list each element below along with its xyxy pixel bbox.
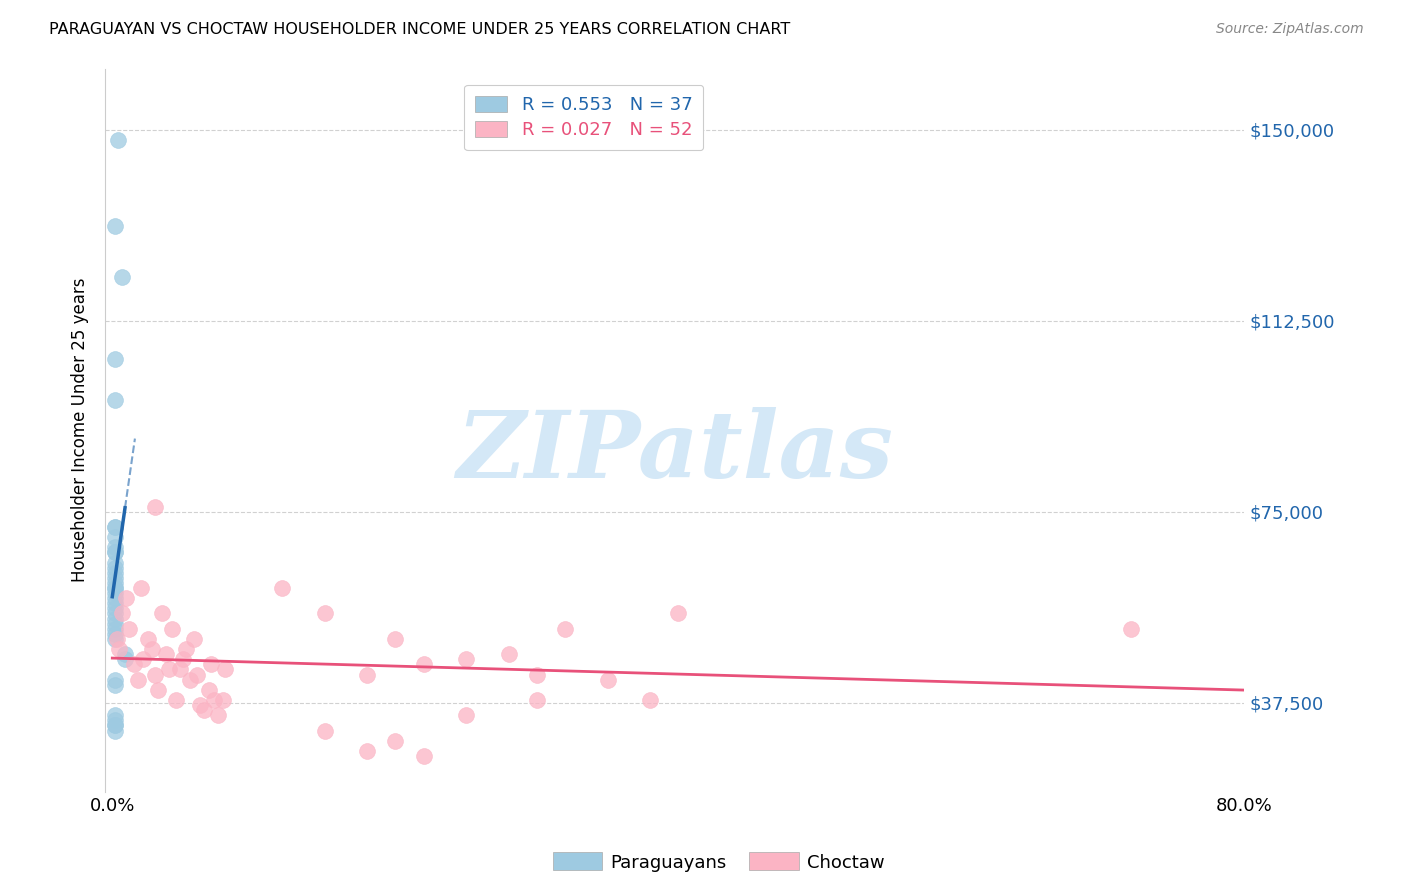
- Point: [146, 682, 169, 697]
- Point: [104, 556, 127, 570]
- Point: [197, 682, 219, 697]
- Point: [104, 673, 127, 687]
- Point: [193, 703, 215, 717]
- Point: [596, 673, 619, 687]
- Point: [498, 647, 520, 661]
- Point: [114, 647, 136, 661]
- Point: [129, 581, 152, 595]
- Point: [127, 673, 149, 687]
- Point: [384, 632, 406, 646]
- Point: [104, 351, 127, 366]
- Point: [207, 708, 229, 723]
- Point: [104, 219, 127, 234]
- Point: [211, 693, 233, 707]
- Point: [356, 667, 378, 681]
- Point: [107, 133, 129, 147]
- Point: [157, 663, 180, 677]
- Point: [104, 541, 127, 555]
- Point: [104, 566, 127, 580]
- Point: [454, 708, 477, 723]
- Point: [104, 581, 127, 595]
- Point: [104, 520, 127, 534]
- Point: [169, 663, 191, 677]
- Point: [104, 571, 127, 585]
- Point: [526, 667, 548, 681]
- Point: [104, 575, 127, 590]
- Point: [104, 545, 127, 559]
- Point: [104, 622, 127, 636]
- Point: [122, 657, 145, 672]
- Point: [165, 693, 187, 707]
- Point: [104, 586, 127, 600]
- Point: [412, 749, 434, 764]
- Point: [384, 733, 406, 747]
- Point: [108, 642, 131, 657]
- Point: [188, 698, 211, 712]
- Point: [271, 581, 294, 595]
- Point: [132, 652, 155, 666]
- Point: [554, 622, 576, 636]
- Point: [104, 714, 127, 728]
- Point: [186, 667, 208, 681]
- Point: [104, 601, 127, 615]
- Point: [202, 693, 225, 707]
- Point: [183, 632, 205, 646]
- Point: [412, 657, 434, 672]
- Point: [118, 622, 141, 636]
- Point: [104, 723, 127, 738]
- Point: [104, 611, 127, 625]
- Text: Paraguayans: Paraguayans: [610, 854, 727, 871]
- Point: [104, 708, 127, 723]
- Point: [666, 607, 689, 621]
- Point: [115, 591, 138, 606]
- Point: [356, 744, 378, 758]
- Point: [1121, 622, 1143, 636]
- Point: [111, 607, 134, 621]
- Legend: R = 0.553   N = 37, R = 0.027   N = 52: R = 0.553 N = 37, R = 0.027 N = 52: [464, 85, 703, 150]
- Point: [150, 607, 173, 621]
- Point: [104, 632, 127, 646]
- Point: [214, 663, 236, 677]
- Point: [172, 652, 194, 666]
- Point: [104, 520, 127, 534]
- Point: [314, 607, 336, 621]
- Text: ZIPatlas: ZIPatlas: [457, 407, 893, 497]
- Point: [160, 622, 183, 636]
- Point: [104, 678, 127, 692]
- Point: [104, 591, 127, 606]
- Point: [155, 647, 177, 661]
- Point: [104, 596, 127, 610]
- Point: [104, 530, 127, 544]
- Text: PARAGUAYAN VS CHOCTAW HOUSEHOLDER INCOME UNDER 25 YEARS CORRELATION CHART: PARAGUAYAN VS CHOCTAW HOUSEHOLDER INCOME…: [49, 22, 790, 37]
- Point: [454, 652, 477, 666]
- Point: [104, 718, 127, 732]
- Point: [105, 632, 128, 646]
- Point: [200, 657, 222, 672]
- Point: [143, 667, 166, 681]
- Point: [104, 607, 127, 621]
- Point: [638, 693, 661, 707]
- Point: [104, 718, 127, 732]
- Y-axis label: Householder Income Under 25 years: Householder Income Under 25 years: [72, 278, 89, 582]
- Point: [104, 560, 127, 574]
- Point: [314, 723, 336, 738]
- Point: [104, 581, 127, 595]
- Point: [104, 627, 127, 641]
- Point: [179, 673, 201, 687]
- Text: Choctaw: Choctaw: [807, 854, 884, 871]
- Point: [104, 616, 127, 631]
- Point: [111, 270, 134, 285]
- Point: [526, 693, 548, 707]
- Point: [143, 500, 166, 514]
- Point: [141, 642, 163, 657]
- Point: [174, 642, 197, 657]
- Text: Source: ZipAtlas.com: Source: ZipAtlas.com: [1216, 22, 1364, 37]
- Point: [104, 545, 127, 559]
- Point: [104, 392, 127, 407]
- Point: [114, 652, 136, 666]
- Point: [136, 632, 159, 646]
